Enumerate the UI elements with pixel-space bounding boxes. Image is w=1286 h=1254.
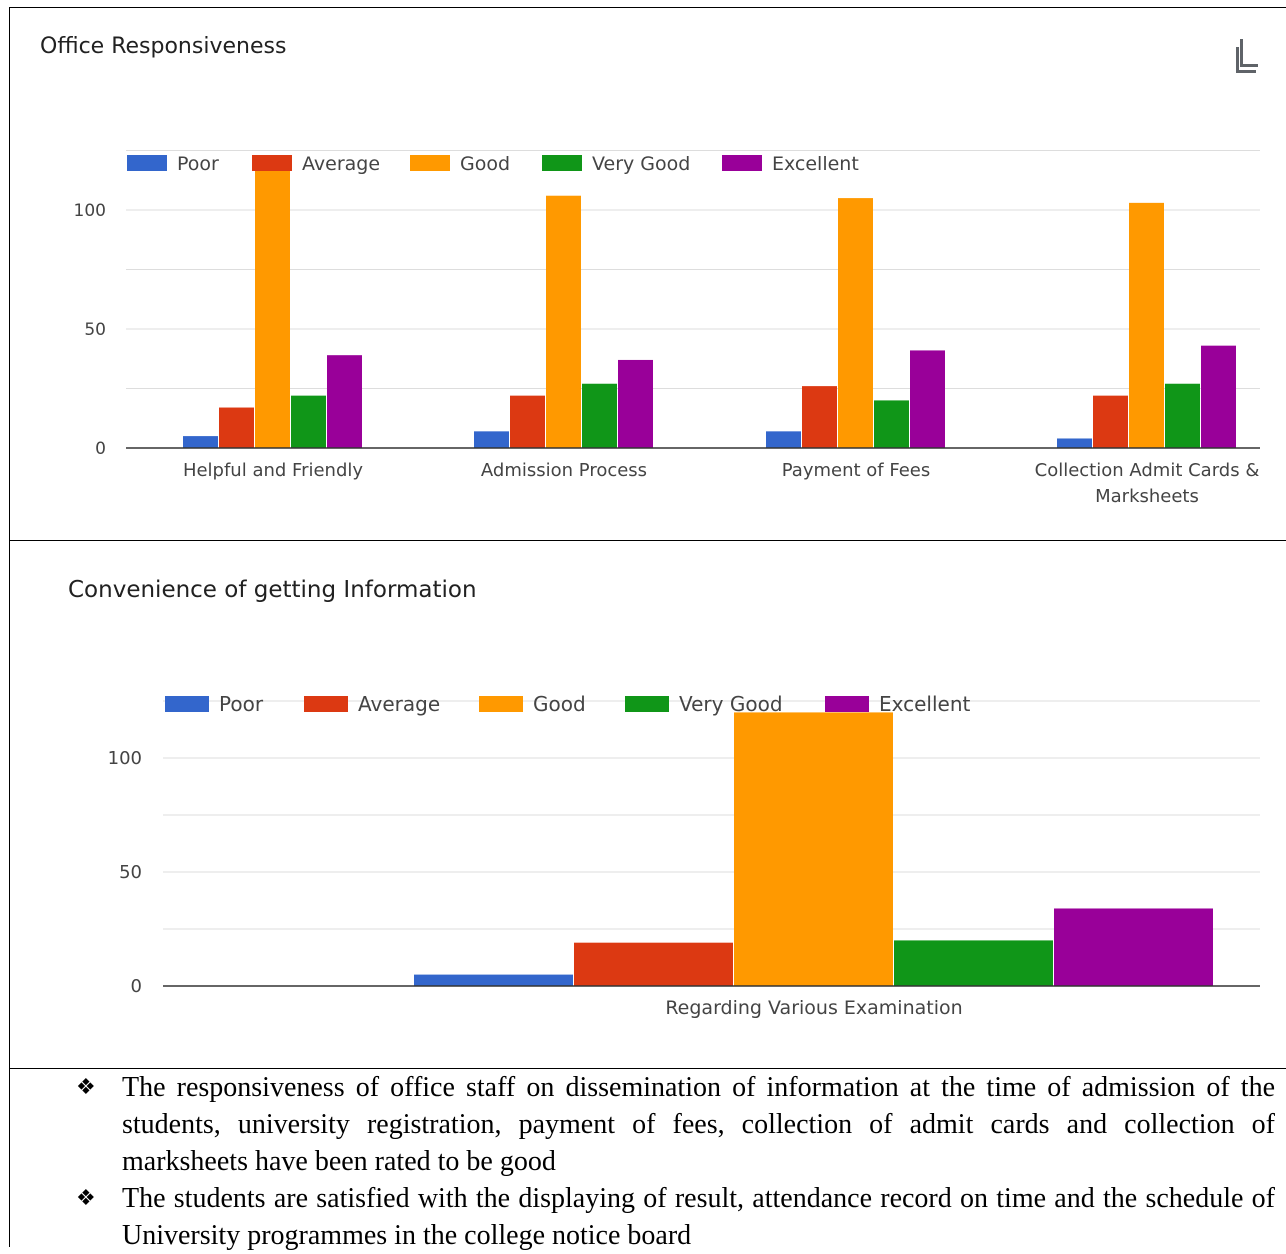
bullet-text: The students are satisfied with the disp… <box>122 1183 1275 1251</box>
bar-good[interactable] <box>838 198 873 448</box>
legend-label: Very Good <box>592 153 690 175</box>
summary-bullet: ❖ The students are satisfied with the di… <box>70 1180 1275 1254</box>
bar-excellent[interactable] <box>1054 908 1213 986</box>
summary-panel: ❖ The responsiveness of office staff on … <box>9 1068 1286 1251</box>
bar-good[interactable] <box>1129 202 1164 448</box>
legend-swatch <box>127 155 167 171</box>
bar-poor[interactable] <box>1057 438 1092 448</box>
y-tick-label: 50 <box>119 862 142 883</box>
category-label: Marksheets <box>1095 486 1199 507</box>
chart-title: Office Responsiveness <box>40 34 287 59</box>
bar-average[interactable] <box>574 942 733 986</box>
bar-average[interactable] <box>802 386 837 448</box>
bar-poor[interactable] <box>414 974 573 986</box>
bar-good[interactable] <box>546 195 581 448</box>
legend-label: Average <box>302 153 380 175</box>
bullet-text: The responsiveness of office staff on di… <box>122 1072 1275 1177</box>
copy-icon[interactable] <box>1235 38 1261 74</box>
bar-excellent[interactable] <box>618 359 653 448</box>
category-label: Admission Process <box>481 460 647 481</box>
legend-swatch <box>722 155 762 171</box>
office-responsiveness-chart: 0 50 100 Helpful and Friendly Admission Proc… <box>74 150 1260 507</box>
summary-bullet-list: ❖ The responsiveness of office staff on … <box>70 1069 1275 1254</box>
bar-excellent[interactable] <box>327 355 362 448</box>
category-label: Helpful and Friendly <box>183 460 363 481</box>
chart-title: Convenience of getting Information <box>68 577 477 603</box>
legend-label: Good <box>533 692 586 716</box>
legend-label: Very Good <box>679 692 783 716</box>
bar-poor[interactable] <box>183 436 218 448</box>
legend-label: Poor <box>219 692 264 716</box>
legend-swatch <box>252 155 292 171</box>
legend-swatch <box>825 696 869 712</box>
category-label: Regarding Various Examination <box>665 997 962 1019</box>
bar-poor[interactable] <box>766 431 801 448</box>
bar-very-good[interactable] <box>874 400 909 448</box>
bar-very-good[interactable] <box>894 940 1053 986</box>
y-tick-label: 0 <box>131 976 142 997</box>
bar-very-good[interactable] <box>582 383 617 448</box>
y-tick-label: 50 <box>84 320 106 340</box>
legend-label: Poor <box>177 153 219 175</box>
convenience-information-chart: 0 50 100 Regarding Various Examination Poor A… <box>108 692 1260 1019</box>
category-label: Collection Admit Cards & <box>1035 460 1260 481</box>
bar-average[interactable] <box>219 407 254 448</box>
bullet-diamond-icon: ❖ <box>76 1186 96 1211</box>
bar-good[interactable] <box>255 169 290 449</box>
bar-poor[interactable] <box>474 431 509 448</box>
convenience-information-panel: Convenience of getting Information 0 50 10… <box>9 540 1286 1069</box>
y-tick-label: 0 <box>95 439 106 459</box>
legend-label: Good <box>460 153 510 175</box>
legend-swatch <box>410 155 450 171</box>
summary-bullet: ❖ The responsiveness of office staff on … <box>70 1069 1275 1180</box>
legend-label: Excellent <box>879 692 971 716</box>
y-tick-label: 100 <box>108 748 142 769</box>
bar-average[interactable] <box>1093 395 1128 448</box>
bar-excellent[interactable] <box>910 350 945 448</box>
legend-label: Average <box>358 692 440 716</box>
legend-swatch <box>625 696 669 712</box>
legend-label: Excellent <box>772 153 859 175</box>
legend-swatch <box>304 696 348 712</box>
bar-excellent[interactable] <box>1201 345 1236 448</box>
bar-very-good[interactable] <box>291 395 326 448</box>
legend-swatch <box>542 155 582 171</box>
bar-good[interactable] <box>734 712 893 986</box>
bar-very-good[interactable] <box>1165 383 1200 448</box>
legend-swatch <box>165 696 209 712</box>
office-responsiveness-panel: Office Responsiveness 0 50 100 Helpful and … <box>9 7 1286 541</box>
bullet-diamond-icon: ❖ <box>76 1075 96 1100</box>
category-label: Payment of Fees <box>782 460 931 481</box>
legend-swatch <box>479 696 523 712</box>
bar-average[interactable] <box>510 395 545 448</box>
y-tick-label: 100 <box>74 201 106 221</box>
